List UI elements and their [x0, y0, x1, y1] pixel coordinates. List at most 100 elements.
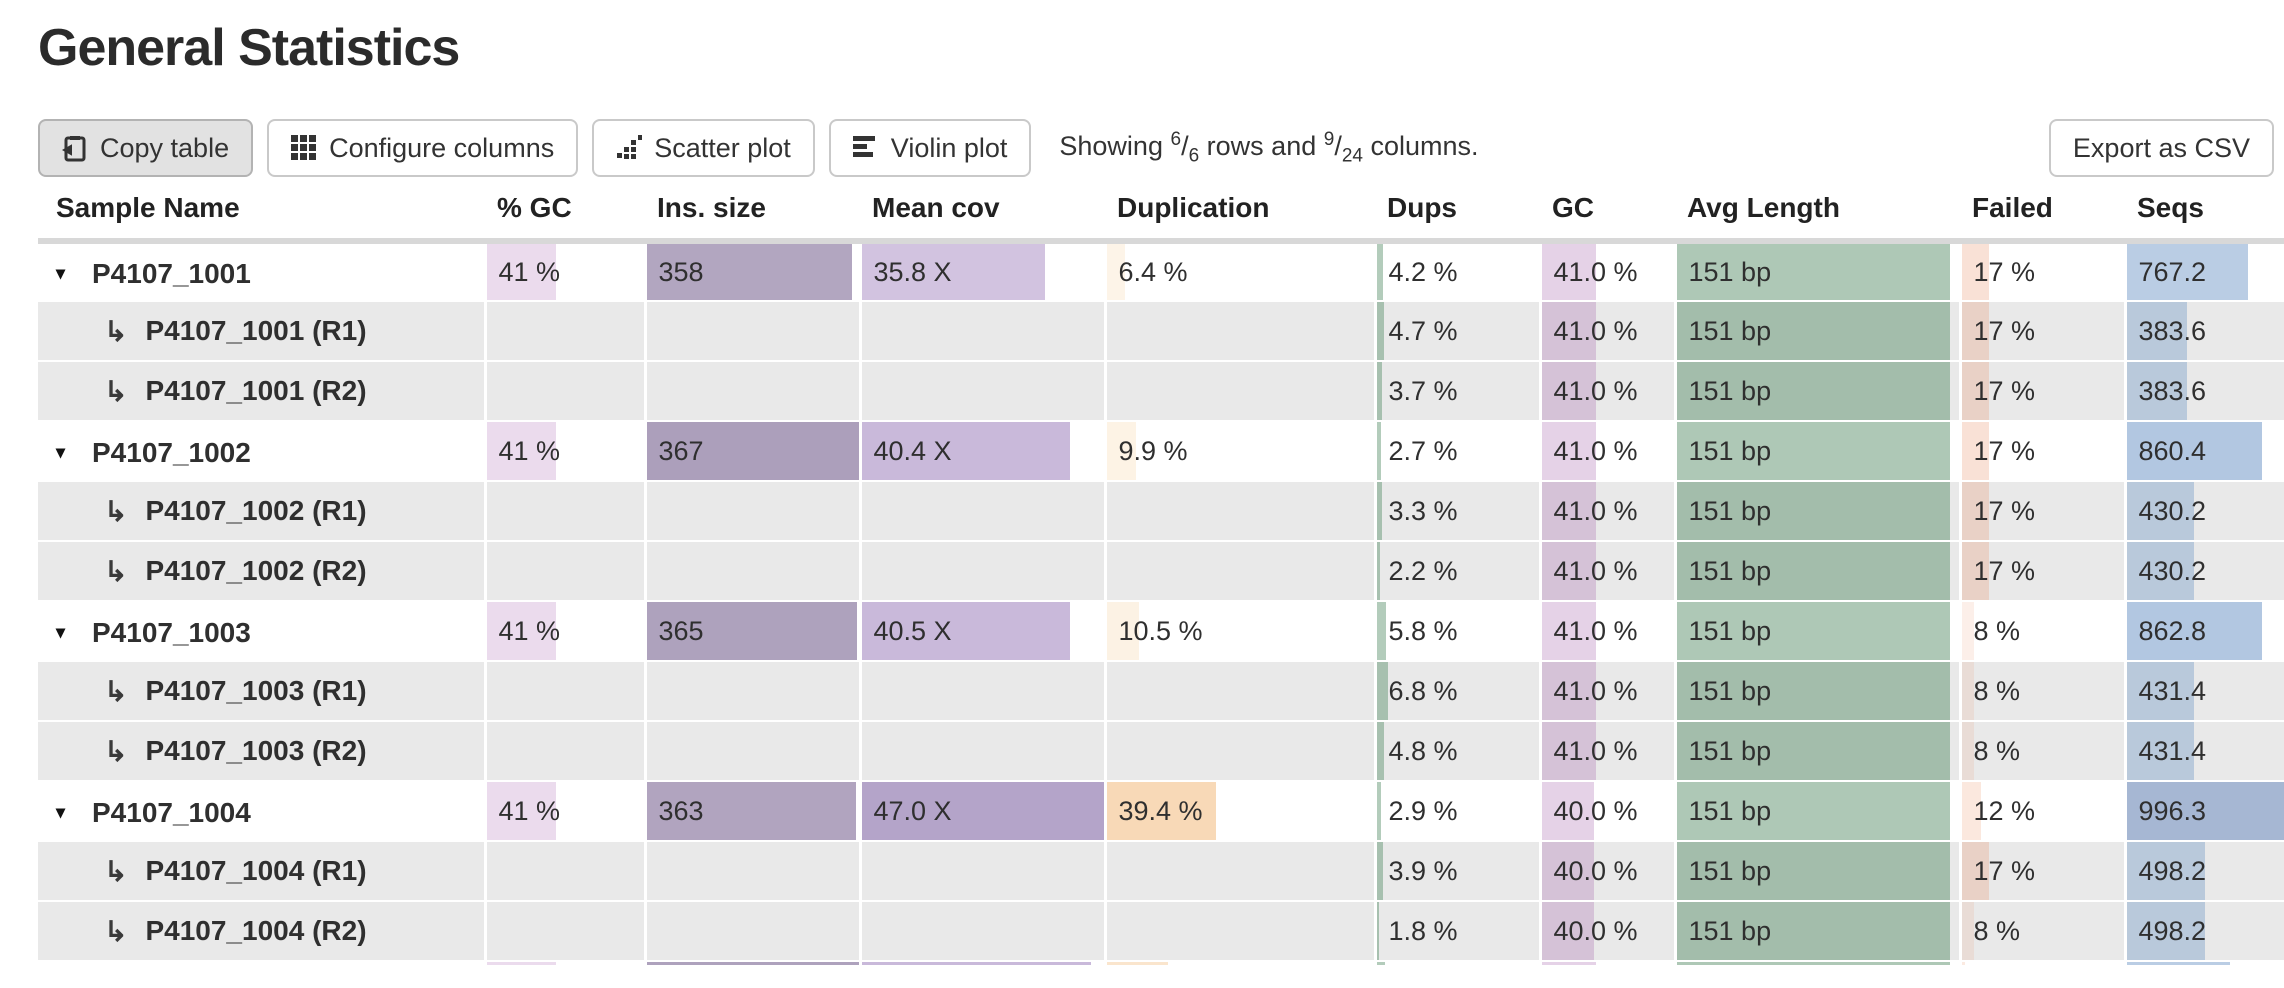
table-row: ↳ P4107_1004 (R2) 1.8 % 40.0 % 151 bp 8 % 498.… [38, 901, 2284, 961]
column-header-seqs[interactable]: Seqs [2125, 192, 2284, 244]
value-bar [1378, 362, 1383, 420]
row-toggle-icon[interactable]: ▾ [56, 442, 66, 463]
cell-pct_gc [483, 961, 645, 965]
cell-failed: 17 % [1958, 361, 2125, 421]
cell-gc: 40.0 % [1538, 841, 1675, 901]
value-bar [1378, 722, 1385, 780]
cell-len: 151 bp [1673, 601, 1960, 661]
value-bar [1963, 542, 1990, 600]
value-bar [1108, 422, 1136, 480]
value-bar [1678, 362, 1951, 420]
sample-name: P4107_1001 (R2) [145, 375, 367, 406]
clipboard-icon [62, 134, 88, 162]
table-row: ↳ P4107_1004 (R1) 3.9 % 40.0 % 151 bp 17 % 498… [38, 841, 2284, 901]
cell-dup [1103, 301, 1375, 361]
value-bar [1378, 962, 1385, 965]
value-bar [1963, 602, 1975, 660]
cell-len: 151 bp [1673, 781, 1960, 841]
cell-dups: 4.7 % [1373, 301, 1540, 361]
column-header-cov[interactable]: Mean cov [860, 192, 1105, 244]
cell-value: 8 % [1973, 675, 2021, 706]
column-header-ins[interactable]: Ins. size [645, 192, 860, 244]
cell-value: 41.0 % [1553, 555, 1638, 586]
value-bar [2128, 244, 2248, 300]
sample-name: P4107_1002 (R1) [145, 495, 367, 526]
cell-len: 151 bp [1673, 301, 1960, 361]
cell-seqs: 431.4 [2123, 661, 2284, 721]
cell-gc: 41.0 % [1538, 301, 1675, 361]
cell-value: 41 % [498, 615, 561, 646]
value-bar [863, 422, 1070, 480]
value-bar [1378, 422, 1381, 480]
column-header-pct_gc[interactable]: % GC [485, 192, 645, 244]
cell-gc: 41.0 % [1538, 481, 1675, 541]
column-header-gc[interactable]: GC [1540, 192, 1675, 244]
cell-value: 151 bp [1688, 256, 1772, 287]
subrow-arrow-icon: ↳ [104, 495, 128, 527]
sample-name: P4107_1001 (R1) [145, 315, 367, 346]
value-bar [1963, 482, 1990, 540]
cell-value: 151 bp [1688, 555, 1772, 586]
cell-value: 3.9 % [1388, 855, 1458, 886]
column-header-sample[interactable]: Sample Name [38, 192, 485, 244]
value-bar [2128, 902, 2206, 960]
cell-value: 151 bp [1688, 375, 1772, 406]
cell-dup [1103, 961, 1375, 965]
cell-value: 498.2 [2138, 915, 2207, 946]
value-bar [1678, 542, 1951, 600]
cell-sample: ▾ [38, 961, 485, 965]
subrow-arrow-icon: ↳ [104, 675, 128, 707]
value-bar [2128, 362, 2188, 420]
table-toolbar: Copy table Configure columns Scatter plo… [38, 118, 2274, 178]
cell-dups: 2.2 % [1373, 541, 1540, 601]
value-bar [1963, 302, 1990, 360]
sample-name: P4107_1004 (R2) [145, 915, 367, 946]
cell-value: 151 bp [1688, 795, 1772, 826]
cell-seqs: 383.6 [2123, 301, 2284, 361]
cell-value: 3.7 % [1388, 375, 1458, 406]
copy-table-button[interactable]: Copy table [38, 119, 254, 177]
value-bar [488, 422, 556, 480]
rows-columns-summary: Showing 6/6 rows and 9/24 columns. [1059, 128, 1479, 167]
cell-ins [643, 901, 860, 961]
cell-dups: 4.2 % [1373, 241, 1540, 301]
table-body: ▾ P4107_1001 41 % 358 35.8 X 6.4 % 4.2 % 41.0 %… [38, 241, 2284, 965]
table-row: ↳ P4107_1002 (R1) 3.3 % 41.0 % 151 bp 17 % 430… [38, 481, 2284, 541]
cell-value: 430.2 [2138, 555, 2207, 586]
row-toggle-icon[interactable]: ▾ [56, 802, 66, 823]
general-statistics-section: General Statistics Copy table Configure … [38, 19, 2284, 965]
column-header-dups[interactable]: Dups [1375, 192, 1540, 244]
column-header-len[interactable]: Avg Length [1675, 192, 1960, 244]
cell-sample: ↳ P4107_1002 (R1) [38, 481, 485, 541]
value-bar [1378, 302, 1385, 360]
cell-gc: 41.0 % [1538, 241, 1675, 301]
value-bar [1108, 782, 1216, 840]
table-row: ▾ P4107_1001 41 % 358 35.8 X 6.4 % 4.2 % 41.0 %… [38, 241, 2284, 301]
configure-columns-button[interactable]: Configure columns [267, 119, 579, 177]
cell-gc: 41.0 % [1538, 361, 1675, 421]
cell-value: 151 bp [1688, 495, 1772, 526]
cell-gc: 41.0 % [1538, 421, 1675, 481]
scatter-plot-button[interactable]: Scatter plot [592, 119, 815, 177]
value-bar [1678, 662, 1951, 720]
export-csv-button[interactable]: Export as CSV [2048, 119, 2274, 177]
row-toggle-icon[interactable]: ▾ [56, 622, 66, 643]
column-header-failed[interactable]: Failed [1960, 192, 2125, 244]
cell-dups: 2.9 % [1373, 781, 1540, 841]
cell-failed: 8 % [1958, 601, 2125, 661]
cell-sample: ↳ P4107_1004 (R1) [38, 841, 485, 901]
cell-value: 10.5 % [1118, 615, 1203, 646]
cell-value: 4.8 % [1388, 735, 1458, 766]
value-bar [2128, 602, 2262, 660]
sample-name: P4107_1002 (R2) [145, 555, 367, 586]
violin-plot-button[interactable]: Violin plot [828, 119, 1032, 177]
cell-sample: ▾ P4107_1001 [38, 241, 485, 301]
cell-dups: 3.3 % [1373, 481, 1540, 541]
value-bar [2128, 302, 2188, 360]
cell-pct_gc [483, 721, 645, 781]
row-toggle-icon[interactable]: ▾ [56, 263, 66, 284]
cell-value: 365 [658, 615, 704, 646]
table-row: ▾ [38, 961, 2284, 965]
column-header-dup[interactable]: Duplication [1105, 192, 1375, 244]
cell-cov: 40.5 X [858, 601, 1105, 661]
